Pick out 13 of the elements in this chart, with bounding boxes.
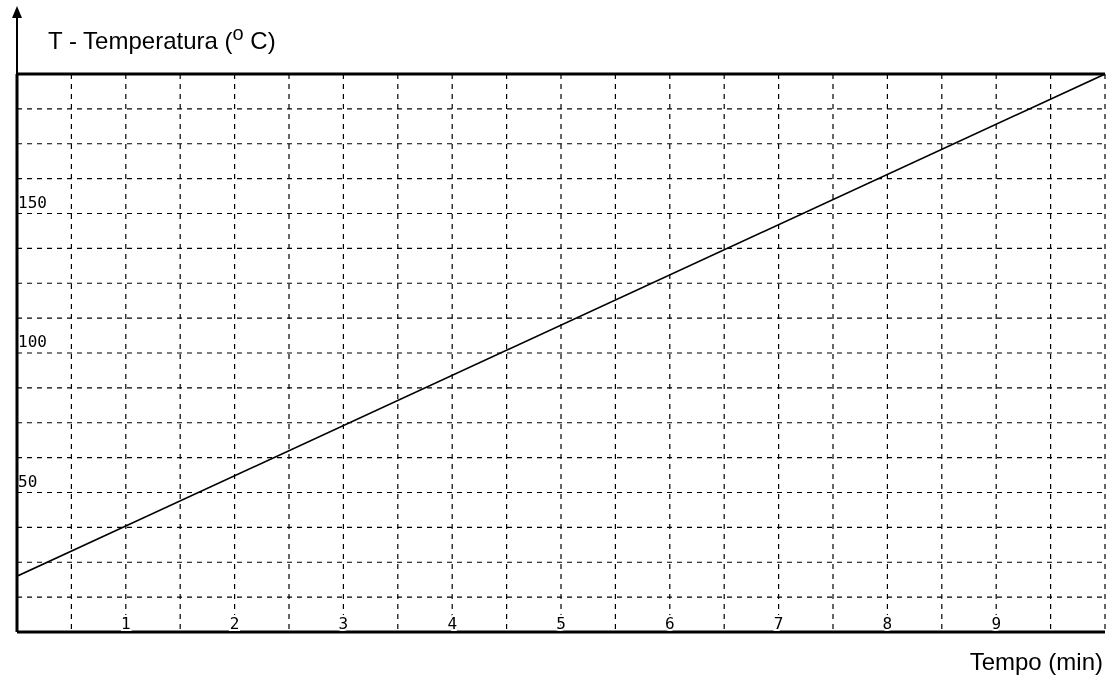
x-tick-label: 6 [664, 614, 675, 633]
y-axis-title: T - Temperatura ($^{o}$ C) [48, 22, 276, 55]
x-tick-label: 8 [882, 614, 893, 633]
y-tick-label: 150 [18, 192, 47, 212]
x-tick-label: 4 [447, 614, 458, 633]
x-axis-title: Tempo (min) [969, 648, 1103, 676]
x-tick-label: 9 [991, 614, 1002, 633]
x-tick-label: 1 [120, 614, 131, 633]
x-tick-label: 5 [556, 614, 566, 633]
x-tick-label: 2 [229, 614, 240, 633]
y-tick-label: 50 [18, 471, 38, 491]
y-tick-label: 100 [18, 332, 47, 351]
x-tick-label: 3 [338, 614, 349, 633]
